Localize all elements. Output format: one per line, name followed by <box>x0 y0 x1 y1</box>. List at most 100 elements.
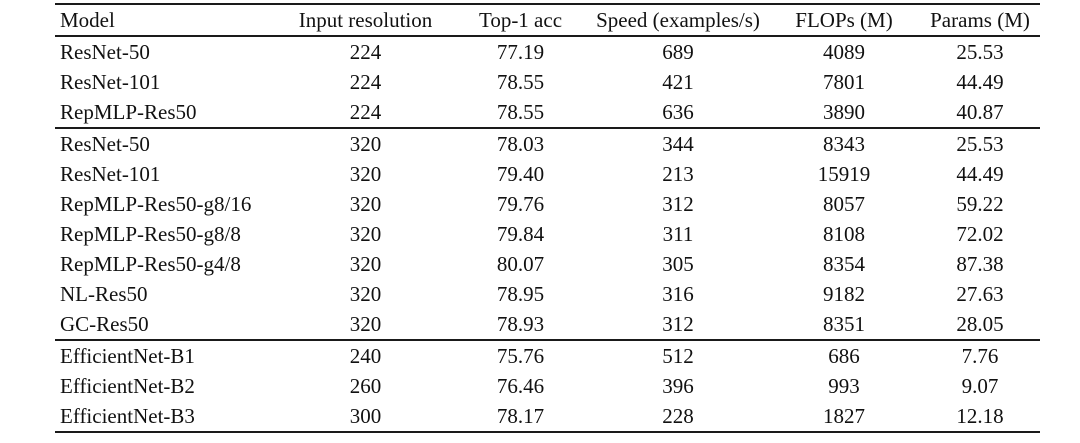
table-row: RepMLP-Res50-g8/16 320 79.76 312 8057 59.22 <box>55 189 1040 219</box>
value-cell: 44.49 <box>956 161 1004 186</box>
value-cell: 72.02 <box>956 221 1004 246</box>
value-cell: 12.18 <box>956 403 1004 428</box>
model-cell: ResNet-101 <box>60 69 161 94</box>
value-cell: 421 <box>662 69 694 94</box>
value-cell: 320 <box>349 191 382 216</box>
model-cell: EfficientNet-B1 <box>60 343 195 368</box>
header-row: Model Input resolution Top-1 acc Speed (exa… <box>55 4 1040 36</box>
value-cell: 260 <box>349 373 382 398</box>
model-cell: EfficientNet-B3 <box>60 403 195 428</box>
value-cell: 78.03 <box>496 131 545 156</box>
column-header-4: FLOPs (M) <box>795 7 893 32</box>
table-row: EfficientNet-B3 300 78.17 228 1827 12.18 <box>55 401 1040 432</box>
value-cell: 78.93 <box>496 311 545 336</box>
table-row: ResNet-101 320 79.40 213 15919 44.49 <box>55 159 1040 189</box>
model-cell: NL-Res50 <box>60 281 148 306</box>
value-cell: 689 <box>662 39 694 64</box>
value-cell: 300 <box>349 403 382 428</box>
value-cell: 3890 <box>823 99 865 124</box>
value-cell: 316 <box>662 281 694 306</box>
value-cell: 4089 <box>823 39 865 64</box>
value-cell: 79.76 <box>496 191 545 216</box>
value-cell: 7.76 <box>961 343 999 368</box>
value-cell: 78.17 <box>496 403 545 428</box>
value-cell: 79.84 <box>496 221 545 246</box>
value-cell: 28.05 <box>956 311 1004 336</box>
value-cell: 1827 <box>823 403 865 428</box>
model-cell: RepMLP-Res50-g4/8 <box>60 251 241 276</box>
column-header-5: Params (M) <box>930 7 1030 32</box>
value-cell: 8343 <box>823 131 865 156</box>
value-cell: 320 <box>349 311 382 336</box>
value-cell: 25.53 <box>956 39 1004 64</box>
value-cell: 77.19 <box>496 39 545 64</box>
table-group-2: EfficientNet-B1 240 75.76 512 686 7.76 Efficie… <box>55 340 1040 432</box>
value-cell: 512 <box>662 343 694 368</box>
value-cell: 320 <box>349 281 382 306</box>
value-cell: 312 <box>662 311 694 336</box>
value-cell: 78.55 <box>496 99 545 124</box>
model-cell: ResNet-50 <box>60 39 150 64</box>
value-cell: 344 <box>662 131 694 156</box>
value-cell: 320 <box>349 161 382 186</box>
column-header-1: Input resolution <box>298 7 433 32</box>
value-cell: 59.22 <box>956 191 1004 216</box>
value-cell: 224 <box>349 99 382 124</box>
model-cell: RepMLP-Res50-g8/8 <box>60 221 241 246</box>
value-cell: 7801 <box>823 69 865 94</box>
value-cell: 312 <box>662 191 694 216</box>
value-cell: 78.55 <box>496 69 545 94</box>
value-cell: 15919 <box>817 161 871 186</box>
model-cell: ResNet-101 <box>60 161 161 186</box>
table-row: NL-Res50 320 78.95 316 9182 27.63 <box>55 279 1040 309</box>
table-row: GC-Res50 320 78.93 312 8351 28.05 <box>55 309 1040 340</box>
column-header-2: Top-1 acc <box>478 7 563 32</box>
model-cell: GC-Res50 <box>60 311 149 336</box>
table-row: RepMLP-Res50-g4/8 320 80.07 305 8354 87.38 <box>55 249 1040 279</box>
value-cell: 75.76 <box>496 343 545 368</box>
value-cell: 224 <box>349 69 382 94</box>
value-cell: 240 <box>349 343 382 368</box>
value-cell: 44.49 <box>956 69 1004 94</box>
value-cell: 228 <box>662 403 694 428</box>
table-row: ResNet-101 224 78.55 421 7801 44.49 <box>55 67 1040 97</box>
table-row: RepMLP-Res50 224 78.55 636 3890 40.87 <box>55 97 1040 128</box>
table-row: EfficientNet-B1 240 75.76 512 686 7.76 <box>55 340 1040 371</box>
value-cell: 25.53 <box>956 131 1004 156</box>
value-cell: 79.40 <box>496 161 545 186</box>
value-cell: 305 <box>662 251 694 276</box>
results-table: Model Input resolution Top-1 acc Speed (exa… <box>55 3 1040 433</box>
value-cell: 224 <box>349 39 382 64</box>
value-cell: 9.07 <box>961 373 999 398</box>
value-cell: 76.46 <box>496 373 545 398</box>
value-cell: 87.38 <box>956 251 1004 276</box>
table-group-0: ResNet-50 224 77.19 689 4089 25.53 ResNet-101 2… <box>55 36 1040 128</box>
value-cell: 993 <box>828 373 860 398</box>
value-cell: 311 <box>662 221 694 246</box>
value-cell: 213 <box>662 161 694 186</box>
column-header-0: Model <box>60 7 115 32</box>
value-cell: 686 <box>828 343 860 368</box>
value-cell: 8057 <box>823 191 865 216</box>
value-cell: 9182 <box>823 281 865 306</box>
value-cell: 8354 <box>823 251 865 276</box>
model-cell: EfficientNet-B2 <box>60 373 195 398</box>
model-cell: RepMLP-Res50-g8/16 <box>60 191 252 216</box>
table-row: RepMLP-Res50-g8/8 320 79.84 311 8108 72.02 <box>55 219 1040 249</box>
value-cell: 636 <box>662 99 694 124</box>
value-cell: 8108 <box>823 221 865 246</box>
value-cell: 80.07 <box>496 251 545 276</box>
table-row: ResNet-50 320 78.03 344 8343 25.53 <box>55 128 1040 159</box>
table-header: Model Input resolution Top-1 acc Speed (exa… <box>55 4 1040 36</box>
table-group-1: ResNet-50 320 78.03 344 8343 25.53 ResNet-101 3… <box>55 128 1040 340</box>
value-cell: 78.95 <box>496 281 545 306</box>
column-header-3: Speed (examples/s) <box>596 7 760 32</box>
value-cell: 396 <box>662 373 694 398</box>
value-cell: 320 <box>349 251 382 276</box>
value-cell: 40.87 <box>956 99 1004 124</box>
value-cell: 320 <box>349 131 382 156</box>
model-cell: ResNet-50 <box>60 131 150 156</box>
model-cell: RepMLP-Res50 <box>60 99 197 124</box>
table-row: EfficientNet-B2 260 76.46 396 993 9.07 <box>55 371 1040 401</box>
